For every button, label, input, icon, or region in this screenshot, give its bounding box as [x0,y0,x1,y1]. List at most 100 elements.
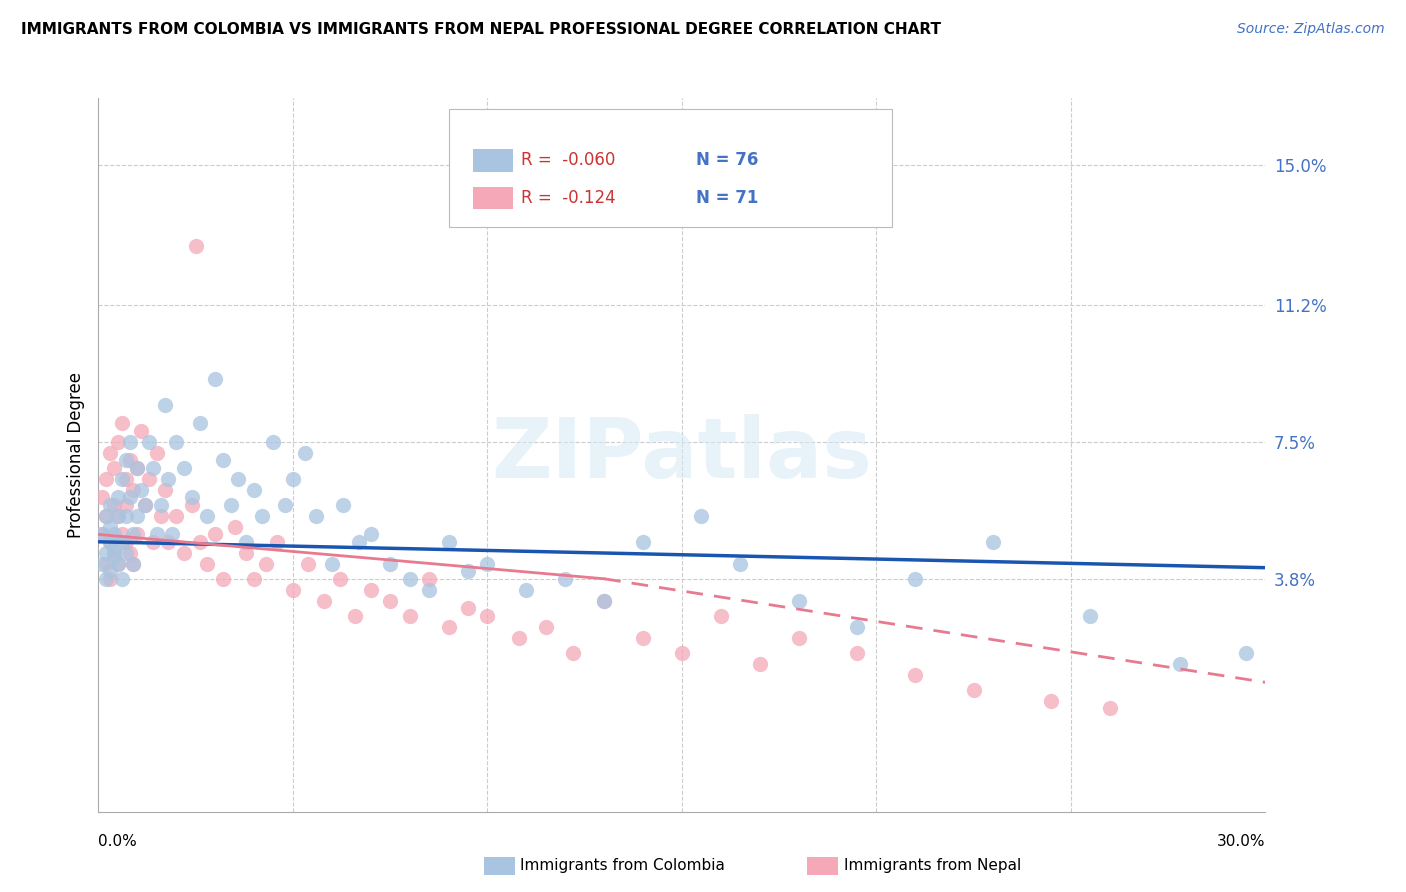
Point [398,608,420,623]
Point [96,546,118,560]
Text: Immigrants from Nepal: Immigrants from Nepal [844,858,1021,872]
Point [142,534,165,549]
Point [228,472,250,486]
Point [146,527,169,541]
Point [98,446,121,460]
Point [138,434,160,449]
Point [212,572,235,586]
Point [111,472,134,486]
Point [398,572,420,586]
Point [224,520,246,534]
Point [107,557,129,571]
Point [437,534,460,549]
Point [98,534,121,549]
Point [107,491,129,505]
Point [437,620,460,634]
Point [134,498,156,512]
Point [204,527,226,541]
Point [344,608,367,623]
Point [149,498,172,512]
Point [360,527,382,541]
Point [195,557,218,571]
Point [243,572,266,586]
Point [165,434,187,449]
Point [127,508,149,523]
Point [98,534,121,549]
Point [297,557,319,571]
Point [103,542,125,557]
Y-axis label: Professional Degree: Professional Degree [66,372,84,538]
Point [534,620,557,634]
Point [129,483,152,497]
Point [122,527,145,541]
Text: R =  -0.060: R = -0.060 [520,152,616,169]
Point [98,572,121,586]
Point [127,461,149,475]
Point [671,646,693,660]
Point [153,398,176,412]
Point [96,508,118,523]
Point [235,534,257,549]
Point [312,594,335,608]
Text: IMMIGRANTS FROM COLOMBIA VS IMMIGRANTS FROM NEPAL PROFESSIONAL DEGREE CORRELATIO: IMMIGRANTS FROM COLOMBIA VS IMMIGRANTS F… [21,22,941,37]
Point [153,483,176,497]
Text: 0.0%: 0.0% [98,834,138,849]
Point [134,498,156,512]
Point [173,546,195,560]
Point [103,549,125,564]
Point [562,646,585,660]
Point [281,582,304,597]
Point [149,508,172,523]
Point [631,631,654,645]
Point [138,472,160,486]
Point [118,546,141,560]
Point [96,572,118,586]
Point [114,472,136,486]
Point [173,461,195,475]
Point [904,668,927,682]
Point [262,434,284,449]
Text: N = 71: N = 71 [696,189,758,207]
Point [91,527,114,541]
Point [332,498,354,512]
Point [103,461,125,475]
Point [593,594,616,608]
Point [787,594,810,608]
Point [103,498,125,512]
Point [118,434,141,449]
Point [122,483,145,497]
Point [188,534,211,549]
Point [243,483,266,497]
Point [180,491,202,505]
Point [184,239,207,253]
Text: Source: ZipAtlas.com: Source: ZipAtlas.com [1237,22,1385,37]
Point [1098,701,1121,715]
Point [204,372,226,386]
Text: ZIPatlas: ZIPatlas [492,415,872,495]
Point [515,582,537,597]
Point [378,557,402,571]
Point [378,594,402,608]
Point [103,527,125,541]
Point [118,491,141,505]
Point [1234,646,1257,660]
Point [329,572,352,586]
Point [347,534,370,549]
Point [114,498,136,512]
Point [122,557,145,571]
Point [457,601,479,615]
Point [114,534,136,549]
Point [508,631,530,645]
Point [1168,657,1191,671]
Point [748,657,770,671]
Point [1040,694,1063,708]
Point [96,557,118,571]
Point [107,508,129,523]
Point [111,534,134,549]
Point [180,498,202,512]
Point [98,520,121,534]
Point [981,534,1004,549]
Point [127,527,149,541]
Point [111,527,134,541]
Point [690,508,713,523]
